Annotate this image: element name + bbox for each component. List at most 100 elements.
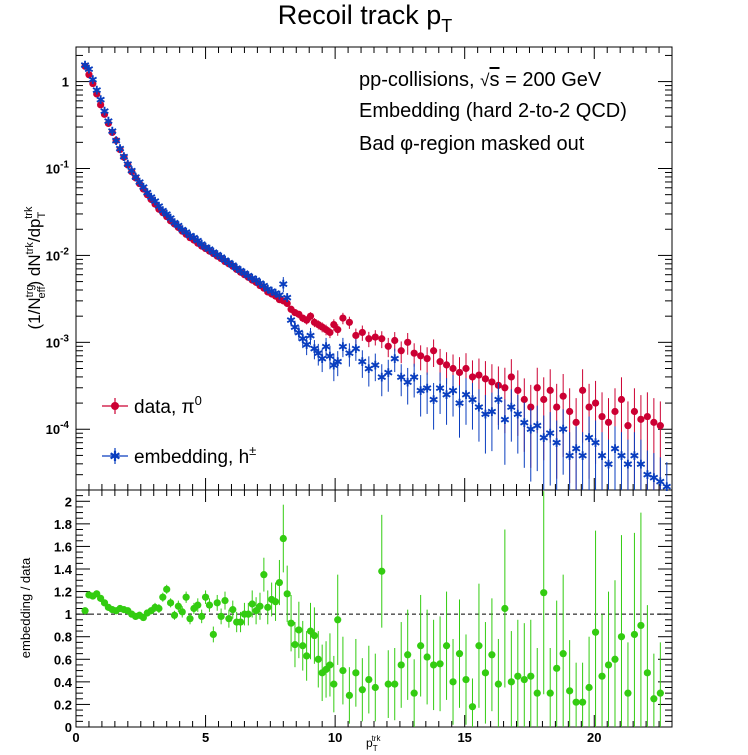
data-point bbox=[585, 683, 593, 692]
data-point bbox=[365, 676, 373, 684]
data-point: ✱ bbox=[251, 274, 261, 288]
data-point bbox=[104, 119, 112, 128]
data-point bbox=[358, 686, 366, 694]
data-point: ✱ bbox=[454, 397, 464, 411]
data-point bbox=[271, 598, 280, 606]
data-point: ✱ bbox=[216, 250, 226, 264]
data-point bbox=[275, 578, 284, 587]
data-point: ✱ bbox=[88, 73, 98, 87]
data-point: ✱ bbox=[138, 181, 148, 195]
data-point bbox=[579, 698, 587, 706]
data-point: ✱ bbox=[552, 436, 562, 450]
data-point: ✱ bbox=[232, 261, 242, 275]
data-point bbox=[637, 621, 645, 630]
data-point: ✱ bbox=[662, 480, 672, 494]
data-point bbox=[650, 695, 658, 703]
data-point: ✱ bbox=[239, 266, 249, 280]
data-point bbox=[124, 161, 132, 169]
x-tick-label: 20 bbox=[587, 730, 601, 745]
data-point bbox=[494, 680, 502, 688]
data-point: ✱ bbox=[119, 150, 129, 164]
data-point: ✱ bbox=[442, 388, 452, 402]
y-tick-label: 1 bbox=[62, 75, 69, 90]
data-point bbox=[334, 616, 342, 624]
data-point: ✱ bbox=[263, 283, 273, 297]
data-point: ✱ bbox=[236, 264, 246, 278]
y-tick-label: 0.2 bbox=[54, 697, 72, 712]
data-point: ✱ bbox=[84, 62, 94, 76]
data-point: ✱ bbox=[134, 175, 144, 189]
x-tick-labels: 0 5 10 15 20 bbox=[72, 730, 601, 745]
data-point bbox=[108, 128, 116, 137]
data-point: ✱ bbox=[259, 279, 269, 293]
data-point: ✱ bbox=[103, 115, 113, 129]
data-point bbox=[559, 650, 567, 658]
data-point: ✱ bbox=[189, 231, 199, 245]
data-point bbox=[540, 589, 548, 597]
data-point: ✱ bbox=[429, 393, 439, 407]
data-point: ✱ bbox=[107, 125, 117, 139]
data-point bbox=[264, 603, 272, 611]
legend-marker-embedding: ✱ bbox=[109, 448, 121, 464]
data-point: ✱ bbox=[115, 142, 125, 156]
data-point bbox=[546, 386, 554, 394]
data-point: ✱ bbox=[578, 449, 588, 463]
y-tick-label: 0.8 bbox=[54, 630, 72, 645]
data-point bbox=[533, 384, 541, 392]
data-point bbox=[303, 652, 311, 660]
data-point: ✱ bbox=[526, 423, 536, 437]
data-point bbox=[306, 312, 315, 320]
data-point: ✱ bbox=[487, 405, 497, 419]
x-tick-label: 0 bbox=[72, 730, 79, 745]
data-point bbox=[475, 642, 483, 650]
data-point: ✱ bbox=[396, 370, 406, 384]
data-point: ✱ bbox=[111, 134, 121, 148]
data-point: ✱ bbox=[480, 407, 490, 421]
data-point: ✱ bbox=[212, 248, 222, 262]
data-point bbox=[656, 689, 664, 697]
data-point bbox=[244, 610, 252, 618]
data-point bbox=[572, 418, 580, 426]
data-point: ✱ bbox=[243, 269, 253, 283]
data-point: ✱ bbox=[467, 393, 477, 407]
data-point bbox=[182, 593, 190, 601]
y-tick-label: 1 bbox=[65, 607, 72, 622]
data-point bbox=[449, 678, 457, 686]
data-point: ✱ bbox=[390, 352, 400, 366]
data-point bbox=[116, 145, 124, 154]
data-point bbox=[430, 661, 438, 669]
info-line-3: Bad φ-region masked out bbox=[359, 133, 585, 155]
data-point bbox=[585, 403, 593, 411]
data-point bbox=[507, 678, 515, 686]
data-point: ✱ bbox=[344, 347, 354, 361]
data-point bbox=[449, 364, 457, 373]
data-point bbox=[236, 618, 245, 626]
data-point: ✱ bbox=[150, 195, 160, 209]
data-point: ✱ bbox=[127, 164, 137, 178]
data-point bbox=[643, 412, 651, 421]
data-point: ✱ bbox=[131, 170, 141, 184]
data-point: ✱ bbox=[80, 59, 90, 73]
data-point bbox=[186, 615, 194, 623]
top-y-tick-labels: 10-4 10-3 10-2 10-1 1 bbox=[46, 75, 70, 438]
data-point bbox=[225, 615, 233, 623]
data-point bbox=[540, 395, 548, 404]
data-point bbox=[378, 335, 386, 343]
data-point bbox=[611, 407, 619, 416]
legend-label-data: data, π0 bbox=[134, 393, 202, 418]
data-point bbox=[132, 174, 140, 182]
data-point bbox=[330, 680, 338, 688]
data-point: ✱ bbox=[201, 240, 211, 254]
data-point bbox=[598, 412, 606, 421]
x-axis-label: pTtrk bbox=[366, 734, 381, 753]
data-point bbox=[93, 90, 101, 98]
data-point bbox=[291, 641, 299, 649]
data-point bbox=[283, 590, 291, 598]
top-axis-ticks bbox=[75, 47, 673, 491]
data-point: ✱ bbox=[435, 381, 445, 395]
y-tick-label: 0.6 bbox=[54, 652, 72, 667]
data-point bbox=[591, 628, 600, 636]
data-point: ✱ bbox=[519, 416, 529, 430]
data-point bbox=[89, 79, 97, 88]
data-point bbox=[488, 651, 496, 659]
